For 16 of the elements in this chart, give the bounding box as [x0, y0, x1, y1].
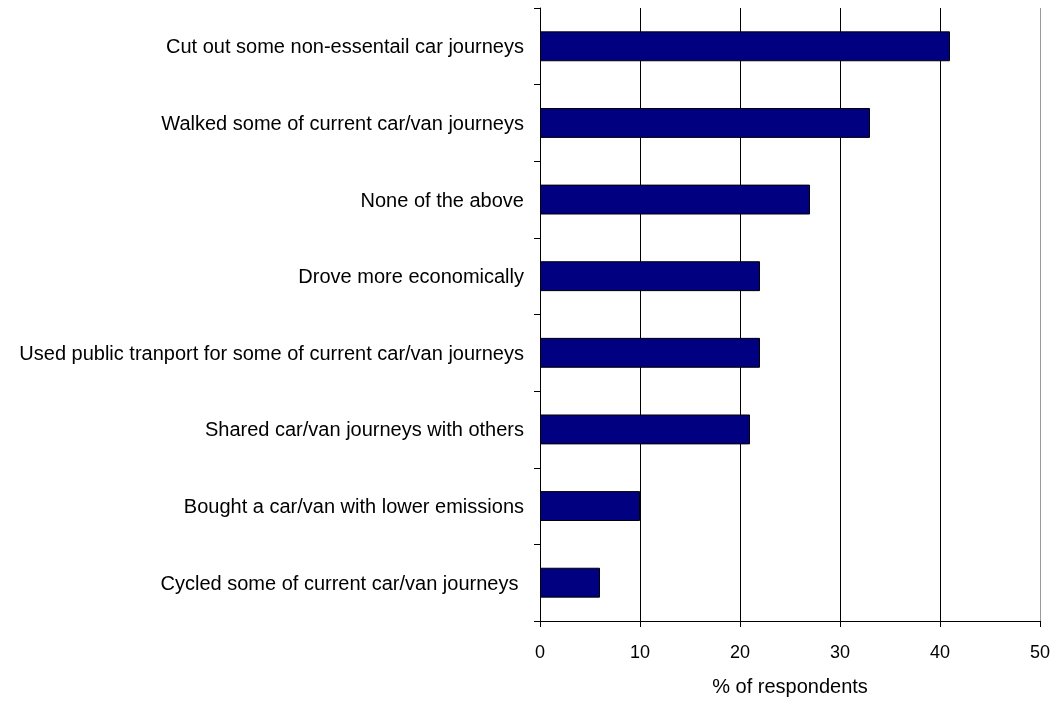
y-tick-label: Cut out some non-essentail car journeys	[166, 35, 524, 58]
y-tick-label: Shared car/van journeys with others	[204, 418, 524, 441]
x-tick-label: 20	[729, 642, 751, 662]
x-tick-label: 10	[629, 642, 651, 662]
y-tick-label: Drove more economically	[298, 265, 524, 288]
bar	[540, 567, 600, 598]
y-tick-label: Cycled some of current car/van journeys	[160, 571, 524, 594]
x-tick-label: 30	[829, 642, 851, 662]
y-tick-label: Used public tranport for some of current car/van journeys	[19, 341, 524, 364]
x-axis-title: % of respondents	[712, 675, 868, 697]
x-tick-label: 40	[929, 642, 951, 662]
y-tick-label: Walked some of current car/van journeys	[161, 111, 524, 134]
x-tick-label: 0	[534, 642, 546, 662]
x-tick-label: 50	[1029, 642, 1051, 662]
y-tick-label: Bought a car/van with lower emissions	[183, 495, 524, 518]
y-tick-label: None of the above	[360, 188, 524, 211]
